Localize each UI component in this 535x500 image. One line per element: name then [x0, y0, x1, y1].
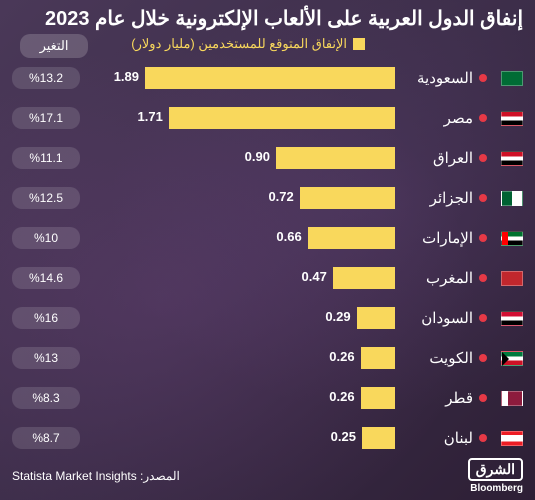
- country-label: الكويت: [403, 349, 473, 367]
- bar-fill: [169, 107, 395, 129]
- chart-row: السعودية 1.89 %13.2: [12, 58, 523, 98]
- bar-fill: [362, 427, 395, 449]
- bar-track: 0.47: [88, 267, 395, 289]
- change-pill: %16: [12, 307, 80, 329]
- bar-value: 1.71: [138, 109, 163, 124]
- bullet-icon: [479, 194, 487, 202]
- bar-track: 0.72: [88, 187, 395, 209]
- chart-row: السودان 0.29 %16: [12, 298, 523, 338]
- legend: الإنفاق المتوقع للمستخدمين (مليار دولار): [131, 36, 365, 52]
- country-label: مصر: [403, 109, 473, 127]
- country-label: قطر: [403, 389, 473, 407]
- bar-value: 0.47: [302, 269, 327, 284]
- flag-icon: [501, 191, 523, 206]
- bar-track: 1.89: [88, 67, 395, 89]
- chart-row: مصر 1.71 %17.1: [12, 98, 523, 138]
- chart-row: الكويت 0.26 %13: [12, 338, 523, 378]
- chart-rows: السعودية 1.89 %13.2 مصر 1.71 %17.1 العرا…: [12, 58, 523, 458]
- country-label: لبنان: [403, 429, 473, 447]
- bar-fill: [145, 67, 395, 89]
- legend-text: الإنفاق المتوقع للمستخدمين (مليار دولار): [131, 36, 347, 52]
- bar-fill: [308, 227, 395, 249]
- bar-fill: [300, 187, 395, 209]
- flag-icon: [501, 151, 523, 166]
- change-pill: %10: [12, 227, 80, 249]
- change-pill: %8.7: [12, 427, 80, 449]
- legend-color-box: [353, 38, 365, 50]
- bar-value: 0.25: [331, 429, 356, 444]
- bar-fill: [276, 147, 395, 169]
- change-pill: %13: [12, 347, 80, 369]
- flag-icon: [501, 311, 523, 326]
- bar-track: 0.29: [88, 307, 395, 329]
- country-label: الإمارات: [403, 229, 473, 247]
- source-text: المصدر: Statista Market Insights: [12, 469, 180, 483]
- chart-row: الإمارات 0.66 %10: [12, 218, 523, 258]
- bullet-icon: [479, 114, 487, 122]
- bullet-icon: [479, 314, 487, 322]
- footer: الشرق Bloomberg المصدر: Statista Market …: [12, 458, 523, 494]
- country-label: السودان: [403, 309, 473, 327]
- bullet-icon: [479, 274, 487, 282]
- flag-icon: [501, 231, 523, 246]
- bar-value: 0.26: [329, 349, 354, 364]
- chart-title: إنفاق الدول العربية على الألعاب الإلكترو…: [12, 6, 523, 31]
- change-pill: %17.1: [12, 107, 80, 129]
- country-label: العراق: [403, 149, 473, 167]
- change-pill: %12.5: [12, 187, 80, 209]
- chart-row: لبنان 0.25 %8.7: [12, 418, 523, 458]
- chart-row: المغرب 0.47 %14.6: [12, 258, 523, 298]
- bar-track: 0.26: [88, 387, 395, 409]
- chart-row: العراق 0.90 %11.1: [12, 138, 523, 178]
- bar-track: 1.71: [88, 107, 395, 129]
- bar-value: 0.66: [276, 229, 301, 244]
- flag-icon: [501, 391, 523, 406]
- brand-logo: الشرق Bloomberg: [468, 458, 523, 494]
- flag-icon: [501, 111, 523, 126]
- bullet-icon: [479, 74, 487, 82]
- logo-english: Bloomberg: [470, 483, 523, 494]
- bar-value: 0.29: [325, 309, 350, 324]
- bullet-icon: [479, 434, 487, 442]
- country-label: المغرب: [403, 269, 473, 287]
- bar-track: 0.90: [88, 147, 395, 169]
- flag-icon: [501, 71, 523, 86]
- bar-value: 0.72: [268, 189, 293, 204]
- bar-track: 0.25: [88, 427, 395, 449]
- bar-value: 0.90: [245, 149, 270, 164]
- bar-value: 1.89: [114, 69, 139, 84]
- change-pill: %11.1: [12, 147, 80, 169]
- logo-arabic: الشرق: [468, 458, 523, 481]
- bullet-icon: [479, 394, 487, 402]
- bar-track: 0.26: [88, 347, 395, 369]
- flag-icon: [501, 351, 523, 366]
- bullet-icon: [479, 354, 487, 362]
- bar-fill: [361, 387, 395, 409]
- bar-track: 0.66: [88, 227, 395, 249]
- bar-fill: [333, 267, 395, 289]
- bar-value: 0.26: [329, 389, 354, 404]
- flag-icon: [501, 431, 523, 446]
- change-pill: %14.6: [12, 267, 80, 289]
- change-pill: %8.3: [12, 387, 80, 409]
- flag-icon: [501, 271, 523, 286]
- chart-row: الجزائر 0.72 %12.5: [12, 178, 523, 218]
- change-pill: %13.2: [12, 67, 80, 89]
- change-column-header: التغير: [20, 34, 88, 58]
- chart-row: قطر 0.26 %8.3: [12, 378, 523, 418]
- bullet-icon: [479, 234, 487, 242]
- country-label: السعودية: [403, 69, 473, 87]
- country-label: الجزائر: [403, 189, 473, 207]
- bar-fill: [361, 347, 395, 369]
- bar-fill: [357, 307, 395, 329]
- bullet-icon: [479, 154, 487, 162]
